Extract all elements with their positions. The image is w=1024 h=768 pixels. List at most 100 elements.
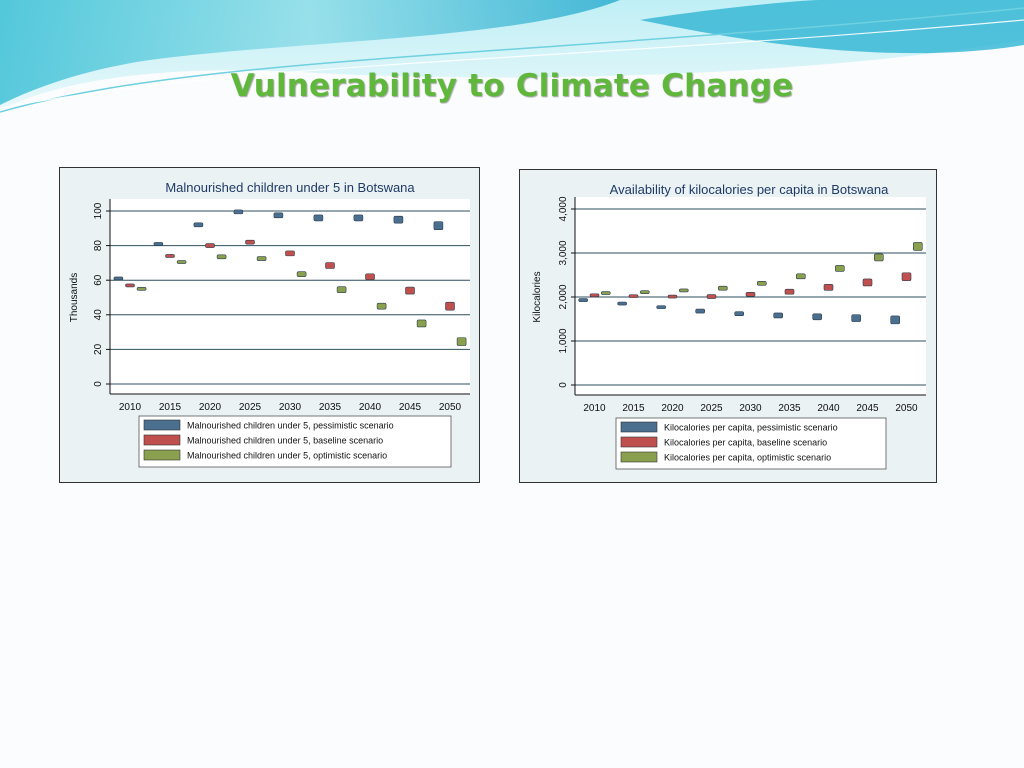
kilocalories-xtick-label: 2045	[856, 403, 879, 414]
malnutrition-ytick-label: 20	[93, 343, 104, 355]
kilocalories-ytick-label: 1,000	[558, 328, 569, 353]
kilocalories-marker-pessimistic	[812, 313, 822, 321]
kilocalories-legend-label-baseline: Kilocalories per capita, baseline scenar…	[664, 438, 827, 448]
kilocalories-xtick-label: 2015	[622, 403, 645, 414]
malnutrition-marker-pessimistic	[313, 214, 324, 222]
malnutrition-marker-baseline	[325, 262, 335, 269]
kilocalories-ytick-label: 3,000	[558, 240, 569, 265]
kilocalories-marker-pessimistic	[617, 301, 627, 306]
malnutrition-legend-swatch-baseline	[143, 434, 181, 446]
kilocalories-ytick-label: 0	[558, 382, 569, 388]
kilocalories-xtick-label: 2030	[739, 403, 762, 414]
malnutrition-xtick-label: 2040	[359, 402, 382, 413]
kilocalories-marker-baseline	[628, 294, 639, 298]
header-wave-decoration	[0, 0, 1024, 113]
kilocalories-xtick-label: 2050	[895, 403, 918, 414]
kilocalories-legend-label-optimistic: Kilocalories per capita, optimistic scen…	[664, 453, 831, 463]
malnutrition-marker-optimistic	[136, 287, 147, 291]
malnutrition-marker-baseline	[205, 243, 215, 248]
malnutrition-marker-optimistic	[336, 286, 347, 294]
kilocalories-marker-pessimistic	[773, 312, 783, 319]
malnutrition-marker-optimistic	[216, 254, 227, 260]
kilocalories-marker-optimistic	[796, 273, 806, 280]
kilocalories-marker-optimistic	[718, 285, 728, 291]
kilocalories-marker-baseline	[901, 272, 912, 282]
kilocalories-marker-baseline	[589, 293, 600, 298]
kilocalories-marker-baseline	[784, 288, 795, 295]
kilocalories-marker-baseline	[706, 294, 717, 299]
malnutrition-marker-optimistic	[176, 260, 187, 264]
malnutrition-marker-pessimistic	[233, 209, 244, 215]
malnutrition-marker-optimistic	[256, 256, 267, 261]
malnutrition-marker-baseline	[405, 286, 415, 295]
malnutrition-legend-label-pessimistic: Malnourished children under 5, pessimist…	[187, 421, 394, 431]
malnutrition-xtick-label: 2035	[319, 402, 342, 413]
kilocalories-marker-baseline	[667, 294, 678, 299]
kilocalories-legend	[615, 417, 887, 470]
kilocalories-marker-optimistic	[835, 265, 845, 272]
malnutrition-ytick-label: 0	[93, 381, 104, 387]
malnutrition-xtick-label: 2050	[439, 402, 462, 413]
malnutrition-marker-optimistic	[456, 337, 467, 346]
kilocalories-marker-pessimistic	[695, 308, 705, 314]
slide-title: Vulnerability to Climate Change	[230, 68, 794, 104]
kilocalories-y-axis-label: Kilocalories	[532, 271, 543, 322]
kilocalories-marker-optimistic	[757, 281, 767, 286]
malnutrition-marker-optimistic	[376, 302, 387, 310]
malnutrition-marker-optimistic	[296, 271, 307, 277]
kilocalories-chart: Availability of kilocalories per capita …	[519, 169, 937, 483]
malnutrition-xtick-label: 2020	[199, 402, 222, 413]
malnutrition-xtick-label: 2015	[159, 402, 182, 413]
kilocalories-marker-baseline	[823, 284, 834, 291]
kilocalories-marker-pessimistic	[851, 314, 861, 322]
malnutrition-marker-pessimistic	[433, 221, 444, 231]
kilocalories-legend-swatch-baseline	[620, 436, 658, 448]
malnutrition-marker-pessimistic	[353, 214, 364, 222]
kilocalories-marker-optimistic	[679, 288, 689, 293]
malnutrition-y-axis-label: Thousands	[69, 273, 80, 322]
kilocalories-marker-optimistic	[601, 291, 611, 295]
kilocalories-chart-svg: Availability of kilocalories per capita …	[532, 182, 926, 470]
kilocalories-marker-pessimistic	[578, 298, 588, 302]
malnutrition-ytick-label: 60	[93, 274, 104, 286]
malnourished-children-chart-svg: Malnourished children under 5 in Botswan…	[69, 180, 470, 468]
kilocalories-xtick-label: 2020	[661, 403, 684, 414]
malnutrition-xtick-label: 2045	[399, 402, 422, 413]
malnutrition-marker-baseline	[445, 301, 455, 311]
malnutrition-legend	[138, 415, 452, 468]
kilocalories-title: Availability of kilocalories per capita …	[610, 182, 889, 197]
malnutrition-xtick-label: 2030	[279, 402, 302, 413]
malnutrition-marker-baseline	[245, 239, 255, 245]
malnutrition-marker-pessimistic	[113, 276, 124, 281]
kilocalories-legend-swatch-pessimistic	[620, 421, 658, 433]
malnutrition-marker-baseline	[365, 273, 375, 281]
kilocalories-marker-optimistic	[913, 242, 923, 251]
malnutrition-marker-baseline	[285, 250, 295, 257]
malnutrition-marker-baseline	[125, 283, 135, 288]
malnutrition-xtick-label: 2010	[119, 402, 142, 413]
kilocalories-marker-pessimistic	[890, 315, 900, 325]
kilocalories-marker-pessimistic	[656, 305, 666, 309]
malnutrition-ytick-label: 80	[93, 240, 104, 252]
malnutrition-plot-area	[110, 199, 470, 394]
malnutrition-marker-optimistic	[416, 319, 427, 328]
malnutrition-marker-baseline	[165, 254, 175, 258]
malnutrition-marker-pessimistic	[193, 222, 204, 228]
kilocalories-xtick-label: 2010	[583, 403, 606, 414]
malnutrition-marker-pessimistic	[393, 215, 404, 224]
kilocalories-marker-optimistic	[640, 290, 650, 294]
malnutrition-legend-swatch-pessimistic	[143, 419, 181, 431]
kilocalories-marker-baseline	[745, 292, 756, 297]
malnutrition-ytick-label: 100	[93, 202, 104, 219]
kilocalories-marker-baseline	[862, 278, 873, 287]
malnutrition-marker-pessimistic	[273, 212, 284, 219]
malnutrition-title: Malnourished children under 5 in Botswan…	[165, 180, 415, 195]
kilocalories-xtick-label: 2035	[778, 403, 801, 414]
malnutrition-legend-swatch-optimistic	[143, 449, 181, 461]
kilocalories-legend-label-pessimistic: Kilocalories per capita, pessimistic sce…	[664, 423, 838, 433]
malnutrition-ytick-label: 40	[93, 309, 104, 321]
kilocalories-xtick-label: 2025	[700, 403, 723, 414]
kilocalories-marker-pessimistic	[734, 311, 744, 317]
kilocalories-ytick-label: 2,000	[558, 284, 569, 309]
malnutrition-xtick-label: 2025	[239, 402, 262, 413]
